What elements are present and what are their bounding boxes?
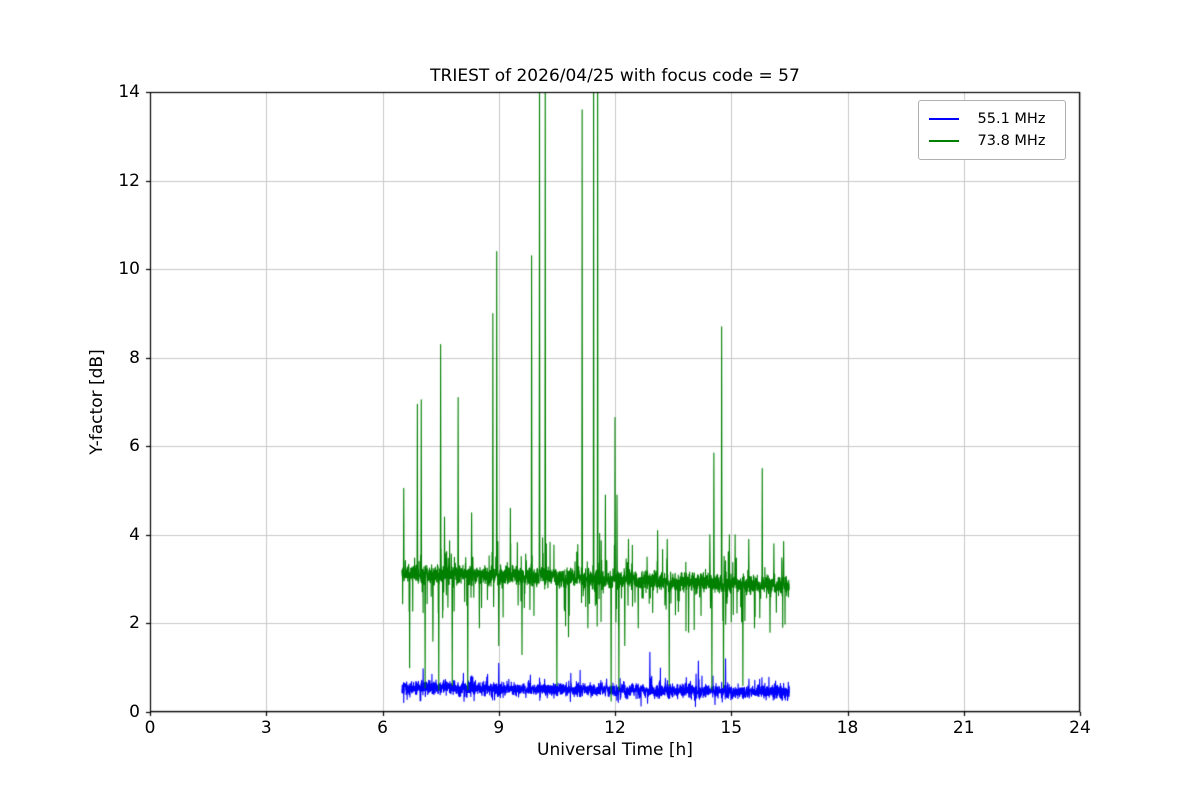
chart-title: TRIEST of 2026/04/25 with focus code = 5… bbox=[430, 66, 800, 86]
legend-label: 55.1 MHz bbox=[977, 111, 1046, 127]
x-tick-label: 21 bbox=[952, 718, 975, 738]
y-tick-label: 4 bbox=[129, 524, 140, 545]
y-tick-label: 12 bbox=[118, 170, 140, 191]
legend-line-sample bbox=[929, 140, 959, 142]
x-tick-label: 3 bbox=[260, 718, 272, 738]
x-tick-label: 18 bbox=[836, 718, 859, 738]
x-tick-label: 0 bbox=[144, 718, 156, 738]
legend-entry: 73.8 MHz bbox=[929, 130, 1055, 152]
x-axis-label: Universal Time [h] bbox=[537, 740, 693, 760]
legend: 55.1 MHz 73.8 MHz bbox=[918, 100, 1066, 160]
y-tick-label: 0 bbox=[129, 702, 140, 722]
x-tick-label: 15 bbox=[720, 718, 743, 738]
legend-entry: 55.1 MHz bbox=[929, 108, 1055, 130]
legend-line-sample bbox=[929, 118, 959, 120]
x-tick-label: 9 bbox=[493, 718, 505, 738]
y-tick-label: 14 bbox=[118, 82, 140, 102]
y-tick-label: 10 bbox=[118, 259, 140, 280]
x-tick-label: 24 bbox=[1069, 718, 1091, 738]
y-tick-label: 6 bbox=[129, 436, 140, 457]
x-tick-label: 6 bbox=[377, 718, 388, 738]
x-tick-label: 12 bbox=[604, 718, 626, 738]
y-tick-label: 2 bbox=[129, 613, 140, 634]
legend-label: 73.8 MHz bbox=[977, 133, 1046, 149]
y-tick-label: 8 bbox=[129, 347, 140, 368]
